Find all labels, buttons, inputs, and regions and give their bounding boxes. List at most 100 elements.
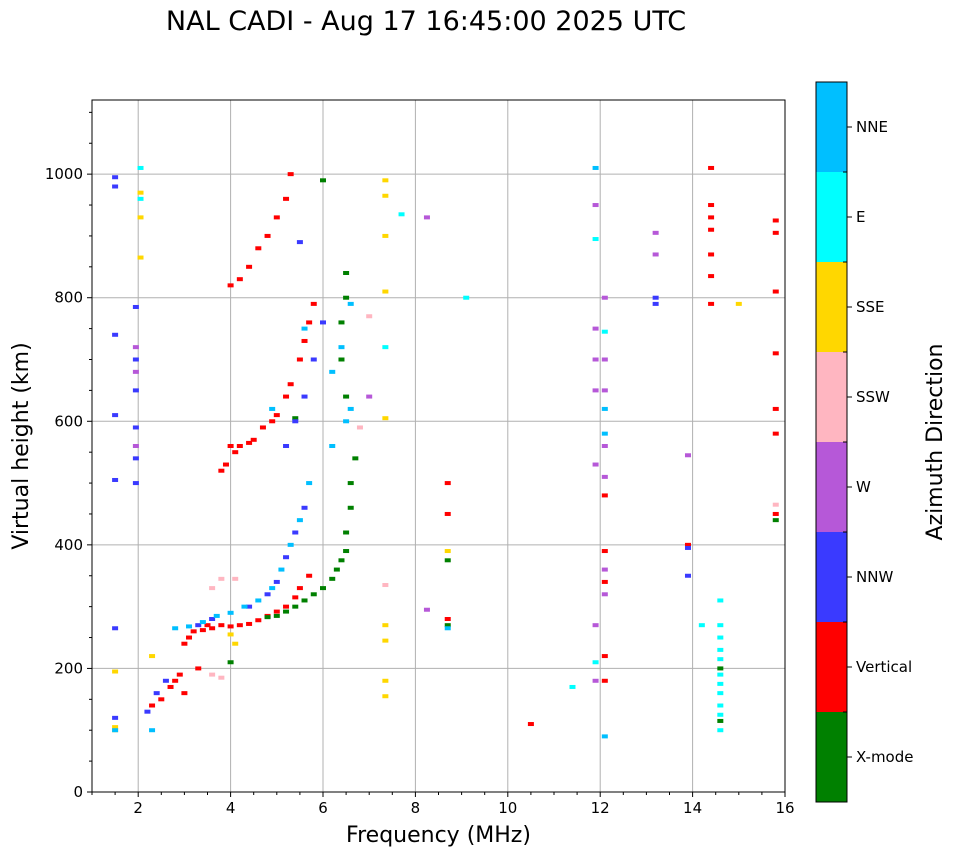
- data-point: [382, 416, 389, 421]
- data-point: [423, 215, 430, 220]
- data-point: [132, 345, 139, 350]
- data-point: [292, 416, 299, 421]
- data-point: [329, 369, 336, 374]
- data-point: [132, 456, 139, 461]
- data-point: [717, 718, 724, 723]
- data-point: [227, 283, 234, 288]
- data-point: [772, 230, 779, 235]
- data-point: [209, 617, 216, 621]
- y-axis-label: Virtual height (km): [9, 342, 34, 549]
- data-point: [306, 320, 313, 325]
- data-point: [717, 728, 724, 733]
- data-point: [287, 382, 294, 387]
- data-point: [684, 453, 691, 458]
- x-tick-label: 4: [226, 799, 236, 817]
- data-point: [255, 246, 262, 251]
- data-point: [463, 295, 470, 300]
- y-tick-label: 200: [54, 659, 83, 677]
- data-point: [592, 203, 599, 208]
- data-point: [227, 444, 234, 448]
- data-point: [132, 444, 139, 448]
- data-point: [382, 233, 389, 238]
- data-point: [343, 271, 350, 275]
- x-tick-label: 10: [498, 799, 517, 817]
- data-point: [717, 598, 724, 603]
- data-point: [717, 647, 724, 652]
- data-point: [167, 684, 174, 689]
- data-point: [236, 444, 243, 448]
- data-point: [137, 215, 144, 220]
- data-point: [310, 357, 317, 362]
- data-point: [283, 604, 290, 609]
- data-point: [232, 641, 239, 646]
- y-tick-label: 1000: [45, 165, 83, 183]
- data-point: [343, 549, 350, 554]
- data-point: [246, 604, 253, 609]
- data-point: [717, 712, 724, 717]
- data-point: [592, 237, 599, 242]
- data-point: [195, 666, 202, 671]
- data-point: [338, 558, 345, 563]
- data-point: [382, 193, 389, 198]
- colorbar-tick-label: SSE: [856, 298, 885, 316]
- colorbar-segment-vertical: [816, 622, 847, 712]
- data-point: [204, 623, 211, 628]
- x-axis-label: Frequency (MHz): [346, 823, 531, 848]
- data-point: [292, 530, 299, 535]
- data-point: [592, 462, 599, 467]
- data-point: [149, 728, 156, 733]
- data-point: [601, 388, 608, 393]
- data-point: [772, 289, 779, 294]
- data-point: [209, 626, 216, 631]
- data-point: [569, 684, 576, 689]
- data-point: [278, 567, 285, 572]
- x-tick-label: 8: [411, 799, 421, 817]
- data-point: [181, 691, 188, 696]
- series-ssw: [209, 314, 779, 680]
- data-point: [232, 450, 239, 455]
- colorbar-tick-label: E: [856, 208, 865, 226]
- data-point: [343, 295, 350, 300]
- data-point: [241, 604, 248, 609]
- data-point: [149, 703, 156, 708]
- data-point: [772, 511, 779, 516]
- data-point: [717, 672, 724, 677]
- data-point: [306, 481, 313, 486]
- data-point: [684, 542, 691, 547]
- data-point: [347, 481, 354, 486]
- data-point: [259, 425, 266, 430]
- colorbar: X-mode Vertical NNW W SSW SSE E NNE: [815, 81, 913, 803]
- data-point: [382, 694, 389, 699]
- data-point: [601, 406, 608, 411]
- data-point: [343, 530, 350, 535]
- data-point: [329, 444, 336, 448]
- data-point: [592, 357, 599, 362]
- colorbar-segment-e: [816, 172, 847, 262]
- data-point: [199, 628, 206, 633]
- data-point: [283, 555, 290, 560]
- plot-area: [112, 165, 779, 739]
- data-point: [338, 357, 345, 362]
- data-point: [112, 626, 119, 631]
- data-point: [772, 406, 779, 411]
- data-point: [172, 626, 179, 631]
- data-point: [112, 332, 119, 337]
- plot-frame: [91, 99, 786, 793]
- data-point: [255, 618, 262, 623]
- data-point: [310, 301, 317, 306]
- data-point: [132, 304, 139, 309]
- data-point: [708, 203, 715, 208]
- colorbar-tick-label: NNE: [856, 118, 888, 136]
- axes: 2 4 6 8 10 12 14 16 0 200 400 600 800 1000: [45, 111, 795, 817]
- data-point: [444, 481, 451, 486]
- data-point: [717, 681, 724, 686]
- colorbar-label: Azimuth Direction: [923, 343, 948, 540]
- data-point: [717, 703, 724, 708]
- data-point: [246, 264, 253, 269]
- data-point: [264, 592, 271, 597]
- data-point: [209, 586, 216, 591]
- data-point: [343, 394, 350, 399]
- data-point: [592, 678, 599, 683]
- data-point: [684, 545, 691, 550]
- data-point: [296, 240, 303, 245]
